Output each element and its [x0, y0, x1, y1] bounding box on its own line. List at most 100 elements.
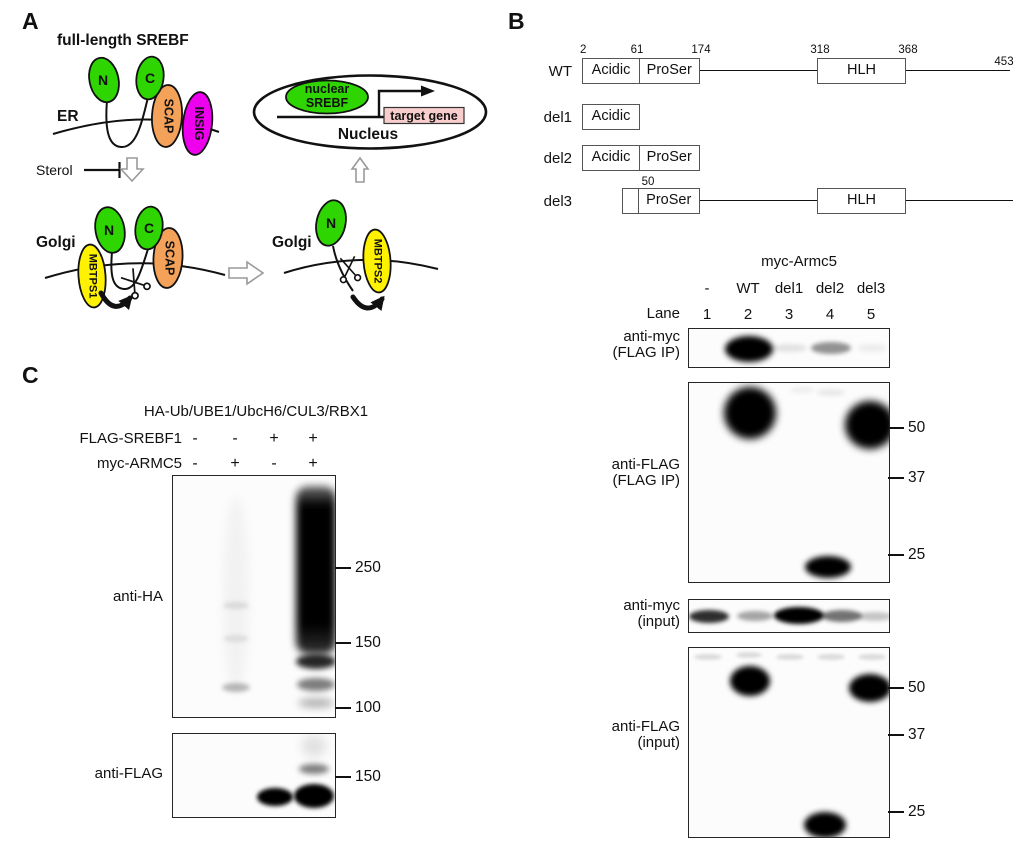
blot-band	[294, 784, 334, 808]
construct-del1-label: del1	[543, 109, 572, 126]
del3-stub-box	[622, 188, 639, 214]
wt-acidic-domain: Acidic	[582, 58, 640, 84]
antibody-condition: (input)	[637, 613, 680, 630]
residue-368: 368	[898, 44, 918, 56]
mw-marker-25: 25	[888, 803, 925, 821]
scissors-icon-right	[339, 255, 362, 284]
up-arrow-icon	[350, 156, 370, 183]
marker-label: 100	[355, 699, 381, 716]
mw-marker-50: 50	[888, 419, 925, 437]
marker-label: 150	[355, 634, 381, 651]
down-arrow-icon	[119, 157, 145, 183]
myc-armc5-group-title: myc-Armc5	[761, 253, 837, 270]
antibody-name: anti-myc	[623, 597, 680, 614]
blot-band	[804, 812, 846, 837]
blot-band	[301, 735, 327, 757]
condition-symbol: -	[192, 430, 198, 447]
blot-band	[858, 611, 889, 621]
blot-band	[694, 654, 722, 660]
marker-tick	[335, 776, 351, 778]
blot-band	[736, 652, 762, 658]
lane-word: Lane	[646, 305, 680, 322]
marker-label: 250	[355, 559, 381, 576]
blot-band	[689, 609, 729, 623]
c-terminus-label-er: C	[145, 70, 155, 86]
srebf-c-oval-er	[135, 55, 165, 101]
anti-ha-label: anti-HA	[112, 588, 163, 605]
del3-hlh-domain: HLH	[817, 188, 906, 214]
lane-number: 2	[743, 306, 753, 323]
antibody-condition: (input)	[637, 734, 680, 751]
antibody-name: anti-FLAG	[611, 718, 680, 735]
blot-band	[724, 387, 776, 439]
golgi-left-membrane	[44, 262, 226, 279]
marker-tick	[888, 687, 904, 689]
marker-tick	[888, 811, 904, 813]
blot-band	[223, 634, 249, 642]
scap-oval-golgi	[152, 227, 184, 289]
target-gene-box	[383, 106, 465, 125]
construct-del2-label: del2	[543, 150, 572, 167]
del2-acidic-domain: Acidic	[582, 145, 640, 171]
condition-symbol: -	[271, 455, 277, 472]
marker-tick	[335, 707, 351, 709]
marker-tick	[888, 734, 904, 736]
anti-flag-label: anti-FLAG	[94, 765, 163, 782]
blot-band	[822, 610, 862, 622]
blot-band	[811, 342, 851, 354]
panel-b-label: B	[508, 8, 525, 34]
wt-linker-line	[700, 70, 817, 71]
col-label-minus: -	[704, 280, 710, 297]
lane-number: 5	[866, 306, 876, 323]
ubiquitination-mix-header: HA-Ub/UBE1/UbcH6/CUL3/RBX1	[143, 403, 369, 420]
lane-number: 3	[784, 306, 794, 323]
del3-proser-domain: ProSer	[637, 188, 700, 214]
del1-acidic-domain: Acidic	[582, 104, 640, 130]
blot-band	[257, 788, 293, 806]
mw-marker-37: 37	[888, 726, 925, 744]
del2-proser-domain: ProSer	[638, 145, 700, 171]
mw-marker-25: 25	[888, 546, 925, 564]
nuclear-srebf-label-line1: nuclear	[305, 82, 350, 96]
insig-label: INSIG	[192, 106, 206, 140]
transcription-arrowhead-icon	[421, 85, 435, 97]
golgi-right-stalk	[332, 245, 354, 292]
blot-anti-flag-input	[688, 647, 890, 838]
marker-tick	[335, 567, 351, 569]
n-terminus-label-golgi2: N	[326, 215, 336, 231]
sterol-label: Sterol	[36, 162, 73, 178]
blot-band	[296, 486, 335, 654]
er-transmembrane-loop	[105, 96, 149, 149]
marker-label: 25	[908, 546, 926, 563]
residue-61: 61	[630, 44, 644, 56]
mw-marker-150: 150	[335, 634, 381, 652]
srebf-pathway-diagram: full-length SREBF ER INSIG SCAP N C Ster…	[36, 32, 488, 312]
scap-label-er: SCAP	[162, 99, 176, 134]
residue-50: 50	[641, 176, 655, 188]
col-label-del1: del1	[774, 280, 804, 297]
mw-marker-250: 250	[335, 559, 381, 577]
wt-tail-line	[906, 70, 1010, 71]
blot-band	[223, 496, 249, 696]
golgi-right-membrane	[283, 258, 439, 274]
marker-label: 150	[355, 768, 381, 785]
blot-band	[845, 401, 889, 449]
full-length-srebf-title: full-length SREBF	[57, 32, 189, 49]
blot-anti-flag-flagip	[688, 382, 890, 583]
mw-marker-100: 100	[335, 699, 381, 717]
residue-318: 318	[810, 44, 830, 56]
golgi-left-label: Golgi	[36, 234, 76, 251]
blot-band	[817, 654, 845, 660]
antibody-name: anti-FLAG	[611, 456, 680, 473]
myc-armc5-row-label: myc-ARMC5	[97, 455, 182, 472]
residue-174: 174	[691, 44, 711, 56]
blot-band	[222, 682, 250, 692]
antibody-name: anti-myc	[623, 328, 680, 345]
marker-label: 25	[908, 803, 926, 820]
nuclear-srebf-oval	[285, 79, 369, 115]
blot-band	[776, 654, 804, 660]
srebf-c-oval-golgi	[134, 205, 164, 251]
blot-anti-flag-c	[172, 733, 336, 818]
scap-label-golgi: SCAP	[163, 241, 177, 276]
